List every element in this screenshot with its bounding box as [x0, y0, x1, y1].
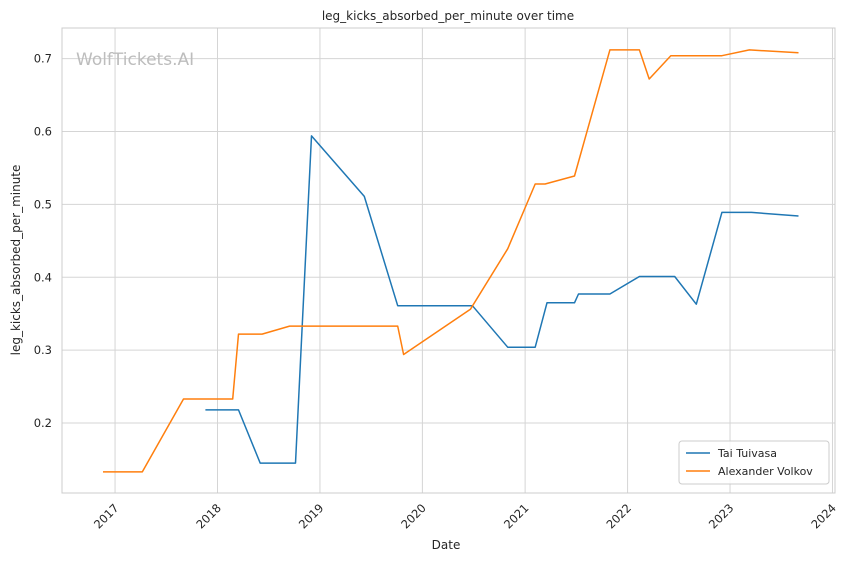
- x-tick-label: 2020: [398, 501, 429, 532]
- data-point-tai-tuivasa: [694, 302, 698, 306]
- legend: Tai Tuivasa Alexander Volkov: [678, 440, 830, 485]
- legend-box: [678, 440, 830, 485]
- data-point-tai-tuivasa: [203, 408, 207, 412]
- data-point-alexander-volkov: [468, 307, 472, 311]
- data-point-alexander-volkov: [543, 182, 547, 186]
- data-point-alexander-volkov: [402, 353, 406, 357]
- data-point-alexander-volkov: [720, 54, 724, 58]
- y-tick-label: 0.7: [34, 52, 52, 66]
- data-point-alexander-volkov: [182, 397, 186, 401]
- y-axis-label: leg_kicks_absorbed_per_minute: [9, 165, 23, 356]
- watermark: WolfTickets.AI: [76, 50, 194, 70]
- data-point-alexander-volkov: [669, 54, 673, 58]
- plot-frame: [61, 27, 836, 494]
- data-point-tai-tuivasa: [720, 210, 724, 214]
- data-point-tai-tuivasa: [237, 408, 241, 412]
- data-point-tai-tuivasa: [258, 461, 262, 465]
- x-tick-label: 2024: [808, 501, 839, 532]
- y-tick-label: 0.5: [34, 197, 52, 211]
- legend-label-alexander-volkov: Alexander Volkov: [718, 465, 813, 478]
- data-point-tai-tuivasa: [797, 214, 801, 218]
- data-point-tai-tuivasa: [294, 461, 298, 465]
- data-point-tai-tuivasa: [362, 194, 366, 198]
- data-point-tai-tuivasa: [533, 345, 537, 349]
- series-line-tai-tuivasa: [205, 135, 799, 464]
- x-tick-labels: 2017 2018 2019 2020 2021 2022 2023 2024: [91, 501, 839, 532]
- y-tick-label: 0.4: [34, 270, 52, 284]
- data-point-alexander-volkov: [101, 470, 105, 474]
- series-line-alexander-volkov: [103, 49, 799, 473]
- y-tick-labels: 0.2 0.3 0.4 0.5 0.6 0.7: [34, 52, 52, 430]
- x-tick-label: 2017: [91, 501, 122, 532]
- data-point-tai-tuivasa: [545, 301, 549, 305]
- x-tick-label: 2021: [501, 501, 532, 532]
- x-tick-label: 2022: [603, 501, 634, 532]
- data-point-tai-tuivasa: [608, 292, 612, 296]
- data-point-alexander-volkov: [396, 324, 400, 328]
- x-tick-label: 2018: [193, 501, 224, 532]
- grid-layer: [62, 28, 835, 493]
- data-point-tai-tuivasa: [673, 275, 677, 279]
- data-point-alexander-volkov: [231, 397, 235, 401]
- data-point-alexander-volkov: [797, 51, 801, 55]
- chart-title: leg_kicks_absorbed_per_minute over time: [322, 9, 574, 23]
- data-point-tai-tuivasa: [506, 345, 510, 349]
- y-tick-label: 0.3: [34, 343, 52, 357]
- data-point-alexander-volkov: [533, 182, 537, 186]
- x-tick-label: 2019: [296, 501, 327, 532]
- plot-background: [62, 28, 835, 493]
- data-point-alexander-volkov: [573, 174, 577, 178]
- data-point-tai-tuivasa: [573, 301, 577, 305]
- data-point-tai-tuivasa: [749, 210, 753, 214]
- data-point-tai-tuivasa: [310, 134, 314, 138]
- data-point-alexander-volkov: [637, 48, 641, 52]
- data-point-alexander-volkov: [747, 48, 751, 52]
- data-point-alexander-volkov: [237, 332, 241, 336]
- data-point-alexander-volkov: [140, 470, 144, 474]
- data-point-tai-tuivasa: [396, 304, 400, 308]
- series-layer: [101, 48, 801, 474]
- data-point-alexander-volkov: [288, 324, 292, 328]
- data-point-alexander-volkov: [647, 77, 651, 81]
- x-axis-label: Date: [432, 538, 461, 552]
- y-tick-label: 0.2: [34, 416, 52, 430]
- y-tick-label: 0.6: [34, 124, 52, 138]
- data-point-alexander-volkov: [608, 48, 612, 52]
- x-tick-label: 2023: [706, 501, 737, 532]
- legend-label-tai-tuivasa: Tai Tuivasa: [717, 447, 777, 460]
- data-point-alexander-volkov: [260, 332, 264, 336]
- data-point-tai-tuivasa: [576, 292, 580, 296]
- data-point-tai-tuivasa: [637, 275, 641, 279]
- data-point-alexander-volkov: [506, 247, 510, 251]
